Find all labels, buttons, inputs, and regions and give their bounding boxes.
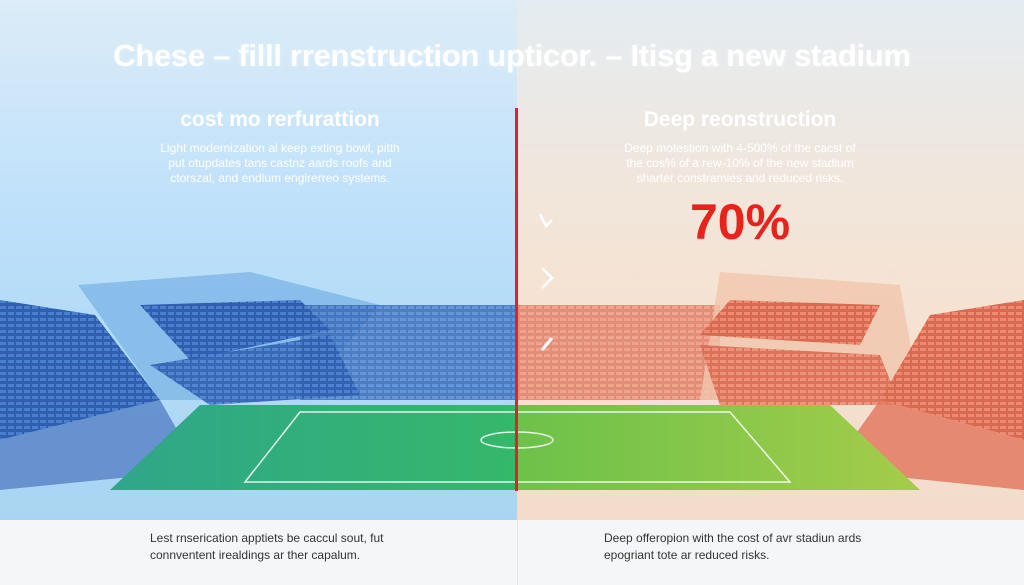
caption-line: epogriant tote ar reduced risks.	[604, 548, 770, 562]
chevron-right-icon	[541, 267, 554, 289]
desc-line: Light modernization al keep exting bowl,…	[160, 141, 400, 155]
stadium-illustration	[0, 272, 1024, 490]
percentage-highlight: 70%	[690, 194, 791, 250]
right-description: Deep motestion with 4-500% of the cacst …	[590, 141, 890, 186]
desc-line: ctorszal, and endlum engirerreo systems.	[170, 171, 390, 185]
caption-line: Lest rnserication apptiets be caccul sou…	[150, 531, 384, 545]
comparison-divider	[515, 108, 518, 491]
desc-line: Deep motestion with 4-500% of the cacst …	[624, 141, 856, 155]
desc-line: sharter constramies and reduced risks.	[636, 171, 844, 185]
caption-bar	[0, 520, 1024, 585]
left-stadium-stands	[0, 272, 517, 490]
caption-line: Deep offeropion with the cost of avr sta…	[604, 531, 862, 545]
left-caption: Lest rnserication apptiets be caccul sou…	[150, 530, 383, 564]
chevron-up-right-icon	[540, 337, 554, 351]
left-heading: cost mo rerfurattion	[180, 108, 380, 131]
right-heading: Deep reonstruction	[643, 108, 837, 131]
right-pitch	[517, 405, 920, 490]
desc-line: put otupdates tans castnz aards roofs an…	[168, 156, 392, 170]
right-stadium-stands	[517, 272, 1024, 490]
caption-separator	[517, 520, 518, 585]
caption-line: connventent irealdings ar ther capalum.	[150, 548, 361, 562]
desc-line: the cos% of a rew-10% of the new stadium	[626, 156, 854, 170]
left-description: Light modernization al keep exting bowl,…	[120, 141, 440, 186]
page-title: Chese – filll rrenstruction upticor. – I…	[113, 38, 911, 73]
left-pitch	[110, 405, 517, 490]
right-caption: Deep offeropion with the cost of avr sta…	[604, 530, 861, 564]
chevron-down-right-icon	[538, 213, 553, 229]
chevron-icons	[538, 213, 554, 351]
